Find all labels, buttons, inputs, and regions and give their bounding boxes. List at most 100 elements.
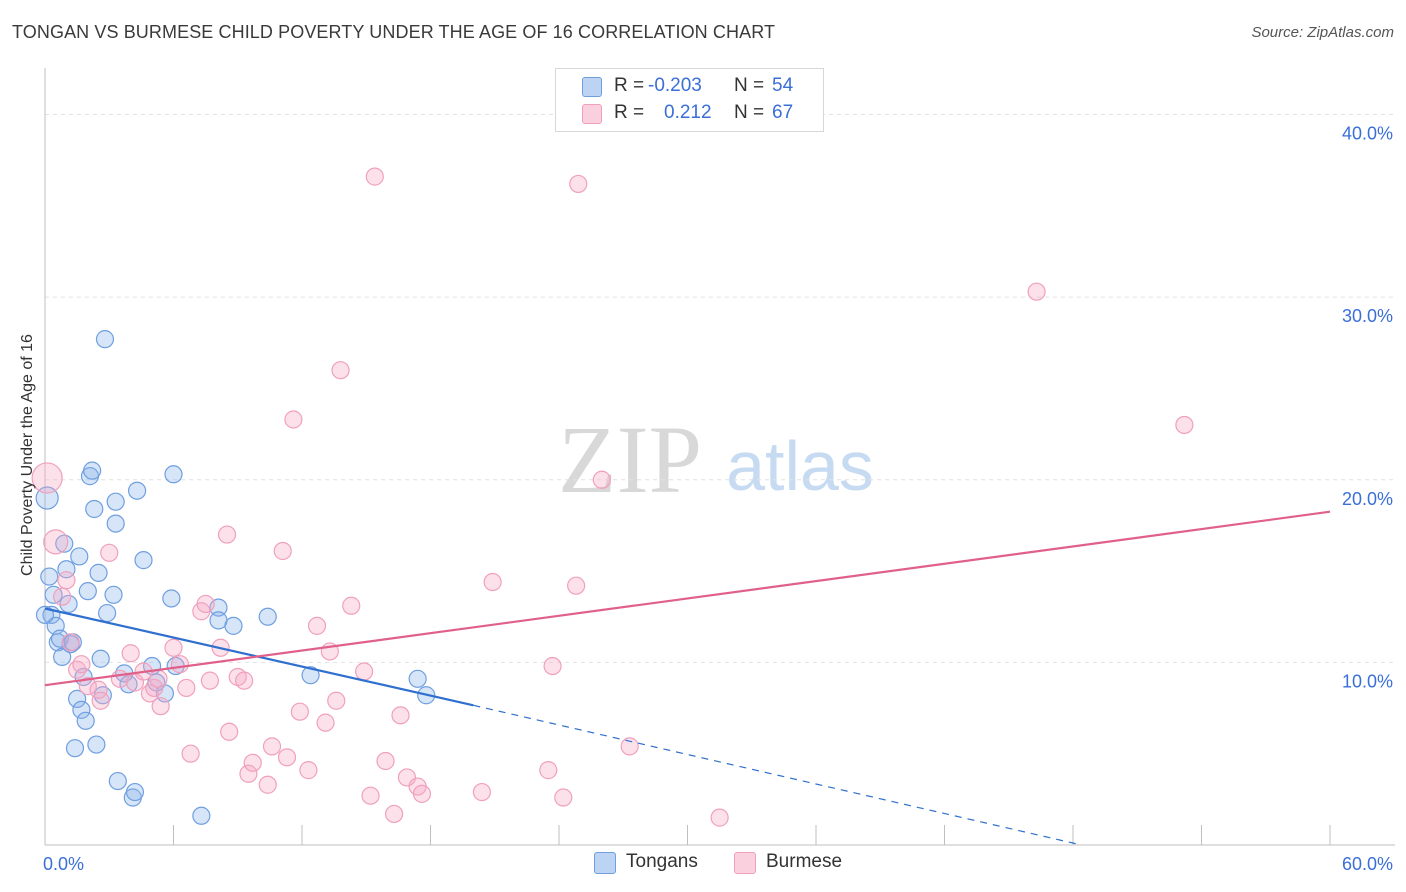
x-tick-label: 0.0% <box>43 854 84 874</box>
data-points <box>31 167 1194 827</box>
tongan-point <box>301 666 320 685</box>
burmese-point <box>355 662 374 681</box>
burmese-point <box>1027 282 1046 301</box>
tongan-point <box>65 739 85 758</box>
burmese-point <box>78 677 97 696</box>
legend-burmese-swatch <box>734 852 756 874</box>
burmese-swatch <box>582 104 602 124</box>
legend-row-burmese: R = 0.212 N = 67 <box>556 101 823 127</box>
burmese-point <box>1175 415 1194 435</box>
burmese-point <box>196 594 215 614</box>
burmese-point <box>365 167 384 186</box>
burmese-point <box>243 753 262 772</box>
tongan-point <box>106 492 125 511</box>
tongan-point <box>108 771 127 791</box>
burmese-point <box>361 786 380 805</box>
y-tick-label: 20.0% <box>1342 489 1393 509</box>
tongan-point <box>68 689 87 709</box>
tongans-r-label: R = <box>614 75 645 96</box>
burmese-point <box>31 462 63 494</box>
zipatlas-watermark: ZIP atlas <box>558 406 874 513</box>
tongan-point <box>53 647 72 667</box>
tongan-point <box>224 616 243 635</box>
burmese-point <box>181 744 200 763</box>
burmese-trend-line <box>44 510 1331 687</box>
tongan-point <box>408 669 427 688</box>
burmese-point <box>384 804 404 824</box>
tongan-point <box>72 700 91 719</box>
y-axis-label: Child Poverty Under the Age of 16 <box>19 334 36 576</box>
burmese-point <box>327 691 346 710</box>
tongan-point <box>85 499 104 519</box>
burmese-point <box>376 751 395 771</box>
burmese-point <box>592 470 611 489</box>
burmese-point <box>217 525 237 544</box>
burmese-point <box>620 737 639 756</box>
chart-title: TONGAN VS BURMESE CHILD POVERTY UNDER TH… <box>12 22 776 42</box>
burmese-point <box>539 761 558 780</box>
burmese-point <box>342 596 361 615</box>
burmese-point <box>483 572 502 592</box>
y-tick-label: 10.0% <box>1342 671 1393 691</box>
burmese-r-value: 0.212 <box>664 102 712 123</box>
axes <box>44 68 1395 846</box>
grid-lines <box>45 114 1395 663</box>
burmese-point <box>569 174 588 194</box>
tongan-point <box>95 330 115 349</box>
burmese-point <box>235 671 254 690</box>
tongans-n-value: 54 <box>772 75 794 96</box>
burmese-point <box>543 656 562 676</box>
burmese-point <box>472 782 491 802</box>
legend-tongans-label: Tongans <box>626 851 698 872</box>
burmese-point <box>567 576 586 595</box>
tongan-point <box>91 649 110 668</box>
trend-lines <box>44 510 1331 846</box>
tongan-point <box>104 585 123 604</box>
tongan-point <box>258 607 277 626</box>
burmese-point <box>53 587 72 606</box>
burmese-point <box>299 761 318 780</box>
tongan-point <box>78 582 97 601</box>
burmese-point <box>391 706 410 725</box>
tongan-point <box>134 551 153 570</box>
tongan-point <box>98 603 117 623</box>
burmese-point <box>239 764 258 783</box>
burmese-n-value: 67 <box>772 102 794 123</box>
tongans-r-value: -0.203 <box>648 75 702 96</box>
tongans-swatch <box>582 77 602 97</box>
burmese-point <box>200 671 220 690</box>
y-tick-label: 40.0% <box>1342 124 1393 144</box>
legend-tongans-swatch <box>594 852 616 874</box>
stats-legend: R = -0.203 N = 54 R = 0.212 N = 67 <box>555 68 824 132</box>
burmese-point <box>412 784 432 803</box>
tongan-point <box>70 547 89 566</box>
burmese-point <box>145 678 164 698</box>
burmese-point <box>284 410 303 429</box>
tongan-point <box>55 534 74 553</box>
tongan-point <box>83 461 102 480</box>
burmese-point <box>177 678 196 698</box>
burmese-point <box>273 541 292 561</box>
tongan-point <box>40 567 59 586</box>
legend-row-tongans: R = -0.203 N = 54 <box>556 74 823 100</box>
watermark-zip: ZIP <box>558 406 702 513</box>
burmese-point <box>164 638 183 657</box>
x-tick-label: 60.0% <box>1342 854 1393 874</box>
burmese-point <box>290 702 309 721</box>
tongans-n-label: N = <box>734 75 765 96</box>
burmese-point <box>262 737 282 756</box>
legend-burmese-label: Burmese <box>766 851 843 872</box>
burmese-point <box>43 529 69 555</box>
burmese-n-label: N = <box>734 102 765 123</box>
burmese-point <box>277 748 297 767</box>
burmese-point <box>91 691 110 710</box>
tick-labels: 10.0% 20.0% 30.0% 40.0% 0.0% 60.0% <box>43 124 1393 874</box>
tongan-point <box>192 806 211 825</box>
burmese-point <box>331 361 350 380</box>
tongans-trend-extension <box>473 704 1082 846</box>
tongan-point <box>87 735 106 754</box>
tongan-point <box>106 514 125 533</box>
burmese-point <box>89 680 108 699</box>
tongan-point <box>162 589 181 608</box>
